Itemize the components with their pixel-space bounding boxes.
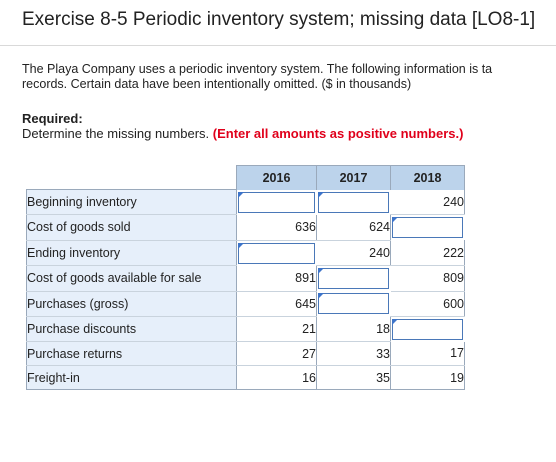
answer-input[interactable] [238,242,315,264]
value-cell-2016: 891 [236,265,317,292]
column-header-2018: 2018 [390,165,465,190]
required-instruction: Determine the missing numbers. [22,126,210,141]
exercise-title: Exercise 8-5 Periodic inventory system; … [22,9,536,30]
value-cell-2017: 18 [316,316,391,342]
row-label: Cost of goods available for sale [26,265,237,292]
answer-cell-2018 [391,316,465,342]
intro-line-1: The Playa Company uses a periodic invent… [22,62,493,76]
answer-input[interactable] [317,191,389,213]
column-header-2017: 2017 [316,165,391,190]
row-label: Purchase returns [26,341,237,366]
answer-cell-2017 [317,291,391,316]
required-heading: Required: [22,111,83,126]
value-cell-2018: 222 [390,240,465,266]
value-cell-2018: 809 [390,265,465,292]
table-row: Ending inventory 240 222 [26,240,465,266]
row-label: Cost of goods sold [26,214,237,241]
title-divider [0,45,556,46]
answer-input[interactable] [392,217,463,238]
table-header-row: 2016 2017 2018 [27,165,465,190]
value-cell-2016: 27 [236,341,317,366]
value-cell-2017: 33 [316,341,391,366]
row-label: Ending inventory [26,240,237,266]
answer-cell-2017 [317,190,391,215]
table-row: Beginning inventory 240 [26,189,465,215]
value-cell-2017: 35 [316,365,391,390]
answer-cell-2018 [391,215,465,241]
value-cell-2018: 19 [390,365,465,390]
intro-text: The Playa Company uses a periodic invent… [22,62,556,92]
answer-cell-2016 [237,240,317,266]
table-row: Purchase discounts 21 18 [26,316,465,342]
value-cell-2016: 16 [236,365,317,390]
intro-line-2: records. Certain data have been intentio… [22,77,412,91]
value-cell-2018: 600 [390,291,465,317]
value-cell-2018: 17 [390,341,465,366]
value-cell-2016: 21 [236,316,317,342]
answer-input[interactable] [318,268,389,289]
row-label: Freight-in [26,365,237,390]
answer-cell-2016 [237,190,317,215]
value-cell-2018: 240 [390,189,465,215]
table-row: Cost of goods available for sale 891 809 [26,265,465,292]
answer-input[interactable] [238,191,315,213]
table-corner [27,166,237,190]
value-cell-2016: 636 [236,214,317,241]
answer-input[interactable] [392,318,463,340]
table-row: Freight-in 16 35 19 [26,365,465,390]
answer-input[interactable] [318,293,389,314]
answer-cell-2017 [317,266,391,292]
row-label: Purchase discounts [26,316,237,342]
value-cell-2016: 645 [236,291,317,317]
value-cell-2017: 624 [316,214,391,241]
table-body: Beginning inventory 240 Cost of goods sold… [26,189,465,390]
required-emphasis: (Enter all amounts as positive numbers.) [212,126,464,141]
table-row: Purchases (gross) 645 600 [26,291,465,317]
table-row: Purchase returns 27 33 17 [26,341,465,366]
row-label: Purchases (gross) [26,291,237,317]
inventory-table: 2016 2017 2018 Beginning inventory 240 Cos… [26,165,465,390]
table-row: Cost of goods sold 636 624 [26,214,465,241]
row-label: Beginning inventory [26,189,237,215]
required-text: Determine the missing numbers. (Enter al… [22,126,463,141]
column-header-2016: 2016 [236,165,317,190]
value-cell-2017: 240 [316,240,391,266]
